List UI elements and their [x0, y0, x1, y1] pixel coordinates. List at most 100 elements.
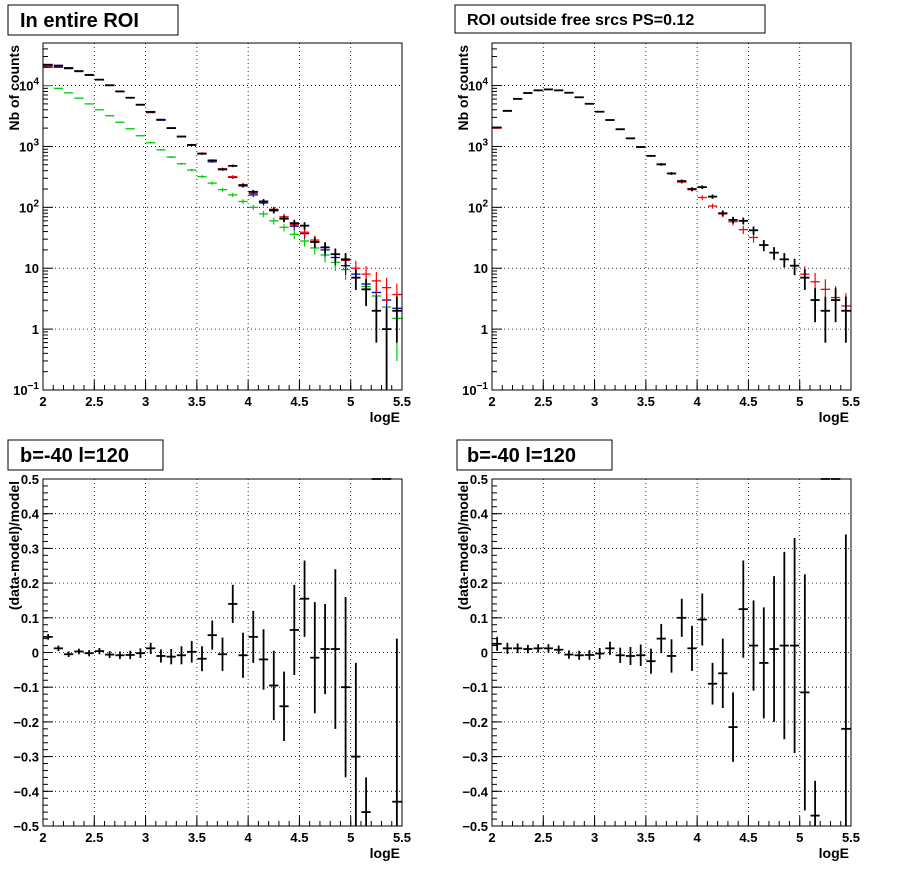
data-point — [769, 247, 779, 260]
chart-title: b=-40 l=120 — [467, 445, 576, 467]
data-point — [697, 593, 707, 646]
data-point — [351, 269, 361, 290]
data-point — [361, 279, 371, 306]
data-point — [166, 649, 176, 665]
y-tick-label: 0.4 — [21, 507, 40, 522]
x-tick-label: 2.5 — [534, 830, 552, 845]
data-point — [207, 159, 217, 162]
data-point — [738, 560, 748, 658]
y-tick-label: 102 — [468, 198, 488, 215]
data-point — [810, 288, 820, 323]
y-tick-label: 1 — [481, 322, 488, 337]
x-axis-label: logE — [819, 409, 849, 425]
data-point — [176, 135, 187, 138]
data-point — [646, 154, 656, 157]
data-point — [105, 651, 115, 659]
data-point — [64, 651, 74, 658]
data-point — [728, 216, 738, 224]
data-point — [156, 148, 166, 151]
chart-panel-4: 2 2.5 3 3.5 4 4.5 5 5.5 −0.5 −0.4 −0.3 −0.2 −0.1 0 0.1… — [455, 439, 860, 861]
data-point — [228, 164, 238, 168]
x-tick-label: 4.5 — [739, 830, 757, 845]
plot-frame — [42, 478, 403, 827]
y-tick-label: 0 — [32, 646, 39, 661]
data-point — [197, 646, 207, 672]
data-point — [371, 296, 381, 343]
y-tick-label: 0.5 — [21, 472, 39, 487]
data-point — [64, 92, 74, 94]
y-tick-label: −0.2 — [462, 715, 488, 730]
plot-frame — [491, 42, 852, 391]
series-1 — [43, 478, 402, 826]
data-point — [340, 253, 351, 268]
x-tick-label: 4 — [694, 830, 702, 845]
chart-title: In entire ROI — [20, 10, 139, 32]
data-point — [258, 629, 269, 690]
x-tick-label: 2 — [39, 830, 46, 845]
data-point — [584, 650, 595, 660]
data-point — [125, 128, 135, 130]
data-point — [146, 642, 156, 654]
data-point — [289, 230, 299, 240]
y-tick-label: 0.1 — [470, 611, 488, 626]
x-axis-label: logE — [370, 845, 400, 861]
y-tick-label: 1 — [32, 322, 39, 337]
x-tick-label: 3.5 — [188, 830, 206, 845]
data-point — [176, 646, 187, 665]
x-tick-label: 5 — [347, 394, 354, 409]
data-point — [636, 146, 646, 148]
plot-area — [43, 43, 402, 390]
data-point — [820, 296, 830, 343]
y-tick-label: −0.5 — [462, 819, 488, 834]
data-point — [779, 253, 789, 268]
data-point — [187, 144, 197, 146]
data-point — [513, 97, 523, 100]
y-tick-label: 0.1 — [21, 611, 39, 626]
title-box — [7, 4, 179, 36]
x-tick-label: 5 — [347, 830, 354, 845]
data-point — [135, 103, 146, 106]
data-point — [636, 644, 646, 667]
data-point — [207, 181, 217, 185]
data-point — [279, 215, 289, 223]
data-point — [320, 603, 330, 695]
data-point — [371, 271, 381, 295]
data-point — [74, 648, 84, 655]
data-point — [666, 172, 677, 175]
data-point — [135, 135, 146, 137]
data-point — [125, 96, 135, 99]
x-tick-label: 5 — [796, 830, 803, 845]
plot-area — [492, 43, 851, 390]
data-point — [166, 156, 176, 159]
x-tick-label: 3 — [142, 394, 149, 409]
data-point — [697, 185, 707, 189]
data-point — [523, 92, 533, 94]
data-point — [687, 625, 697, 671]
y-tick-label: −0.4 — [13, 784, 39, 799]
data-point — [269, 217, 279, 225]
data-point — [84, 650, 94, 657]
x-axis-label: logE — [370, 409, 400, 425]
data-point — [381, 277, 392, 304]
data-point — [94, 109, 105, 111]
x-tick-label: 4 — [694, 394, 702, 409]
data-point — [228, 175, 238, 179]
data-point — [74, 97, 84, 99]
y-tick-label: −0.5 — [13, 819, 39, 834]
data-point — [789, 258, 800, 276]
y-tick-label: 0.5 — [470, 472, 488, 487]
data-point — [146, 141, 156, 144]
data-point — [310, 237, 320, 248]
data-point — [176, 162, 187, 165]
data-point — [605, 119, 615, 121]
data-point — [197, 152, 207, 155]
data-point — [248, 189, 258, 194]
data-point — [564, 650, 574, 659]
data-point — [718, 638, 728, 709]
y-tick-label: 103 — [468, 137, 488, 154]
data-point — [156, 649, 166, 663]
data-point — [228, 192, 238, 198]
x-tick-label: 2.5 — [85, 394, 103, 409]
x-tick-label: 2.5 — [85, 830, 103, 845]
x-tick-label: 3 — [142, 830, 149, 845]
